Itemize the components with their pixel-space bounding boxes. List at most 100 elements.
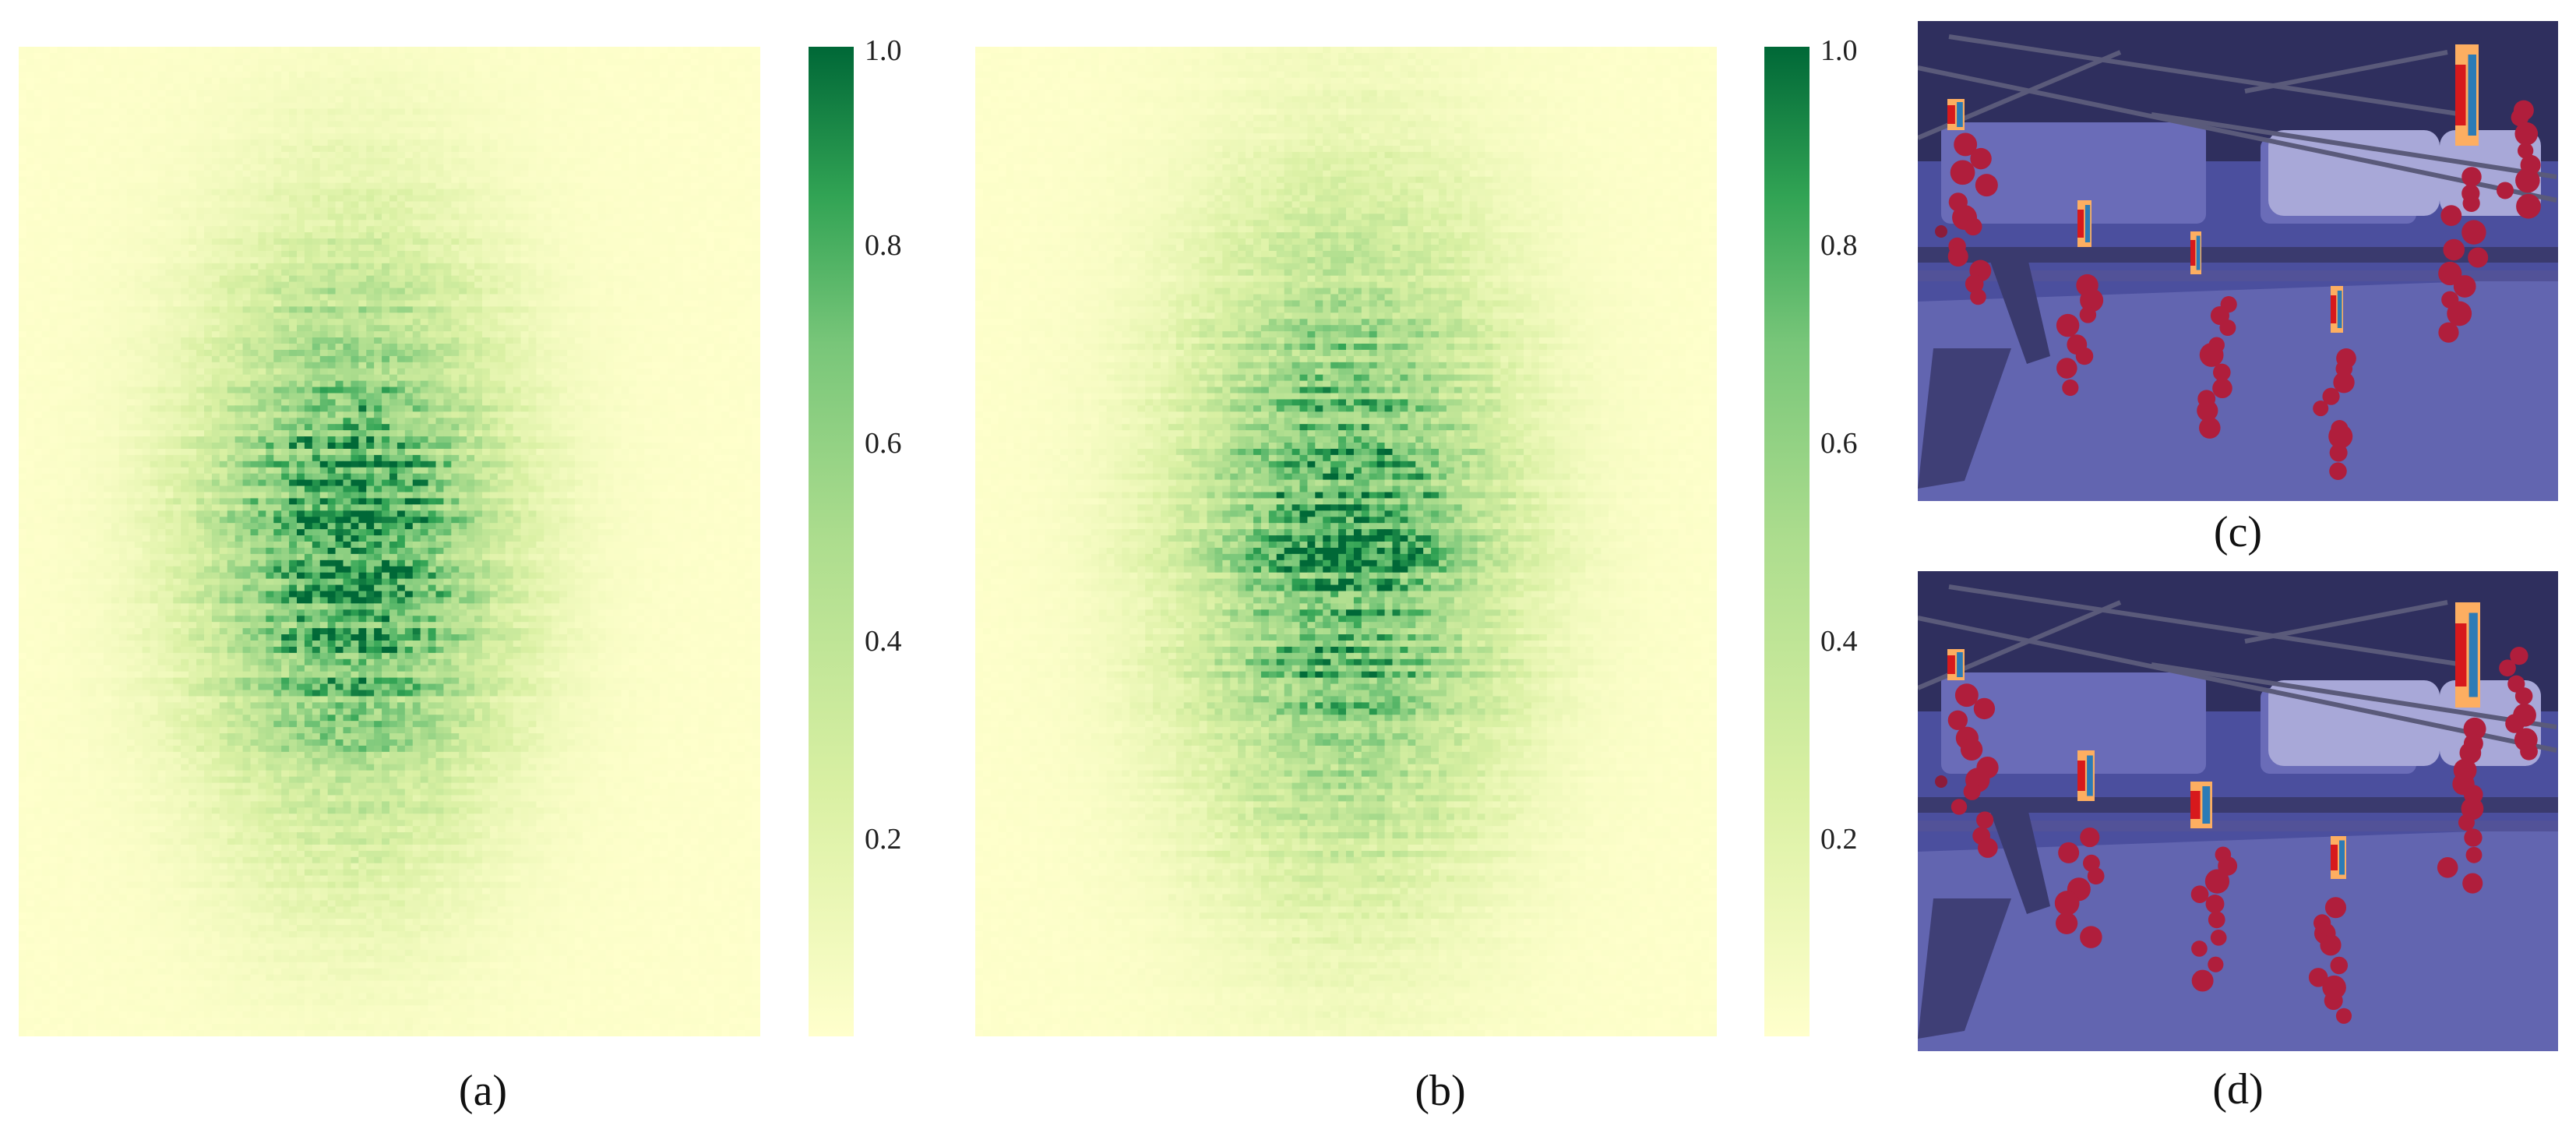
heatmap-cell [65, 151, 74, 159]
heatmap-cell [443, 232, 452, 239]
heatmap-cell [459, 164, 467, 171]
heatmap-cell [505, 189, 514, 196]
heatmap-cell [57, 349, 66, 357]
heatmap-cell [544, 288, 552, 295]
heatmap-cell [118, 189, 128, 196]
heatmap-cell [698, 355, 707, 363]
heatmap-cell [72, 281, 81, 289]
heatmap-cell [273, 256, 282, 264]
heatmap-cell [204, 325, 213, 332]
heatmap-cell [482, 288, 491, 295]
heatmap-cell [636, 195, 645, 203]
heatmap-cell [605, 139, 615, 146]
heatmap-cell [729, 121, 738, 128]
heatmap-cell [497, 294, 506, 302]
heatmap-cell [126, 71, 136, 79]
heatmap-cell [636, 139, 645, 146]
heatmap-cell [528, 207, 537, 214]
heatmap-cell [737, 281, 745, 289]
heatmap-cell [96, 115, 104, 122]
heatmap-cell [366, 294, 375, 302]
heatmap-cell [250, 300, 259, 307]
heatmap-cell [358, 220, 367, 227]
heatmap-cell [459, 275, 467, 283]
heatmap-cell [590, 201, 599, 208]
heatmap-cell [351, 349, 359, 357]
heatmap-cell [690, 355, 700, 363]
heatmap-cell [467, 300, 475, 307]
heatmap-cell [714, 344, 723, 351]
heatmap-cell [26, 344, 35, 351]
heatmap-cell [629, 121, 637, 128]
heatmap-cell [126, 226, 136, 233]
heatmap-cell [335, 96, 344, 104]
heatmap-cell [737, 151, 745, 159]
heatmap-cell [297, 102, 305, 109]
heatmap-cell [497, 300, 506, 307]
heatmap-cell [505, 133, 514, 140]
heatmap-cell [234, 83, 244, 91]
heatmap-cell [752, 269, 760, 277]
heatmap-cell [629, 146, 637, 153]
heatmap-cell [118, 238, 128, 245]
heatmap-cell [459, 214, 467, 221]
heatmap-cell [489, 226, 499, 233]
heatmap-cell [289, 256, 298, 264]
heatmap-cell [459, 331, 467, 338]
heatmap-cell [729, 83, 738, 91]
heatmap-cell [96, 77, 104, 85]
heatmap-cell [675, 90, 684, 97]
heatmap-cell [721, 115, 730, 122]
heatmap-cell [528, 201, 537, 208]
heatmap-cell [567, 250, 576, 258]
heatmap-cell [227, 157, 236, 165]
heatmap-cell [575, 52, 583, 60]
heatmap-cell [258, 201, 266, 208]
heatmap-cell [319, 52, 329, 60]
heatmap-cell [189, 58, 197, 66]
heatmap-cell [181, 115, 189, 122]
heatmap-cell [597, 331, 607, 338]
heatmap-cell [698, 312, 707, 319]
heatmap-cell [258, 58, 266, 66]
heatmap-cell [41, 319, 51, 326]
heatmap-cell [173, 319, 181, 326]
heatmap-cell [544, 331, 552, 338]
heatmap-cell [273, 306, 282, 313]
heatmap-cell [737, 269, 745, 277]
heatmap-cell [513, 170, 522, 178]
heatmap-cell [489, 83, 499, 91]
heatmap-cell [327, 83, 337, 91]
heatmap-cell [636, 102, 645, 109]
heatmap-cell [489, 58, 499, 66]
heatmap-cell [459, 263, 467, 270]
heatmap-cell [319, 256, 329, 264]
heatmap-cell [559, 256, 568, 264]
heatmap-cell [65, 275, 74, 283]
heatmap-cell [173, 207, 181, 214]
heatmap-cell [19, 288, 27, 295]
heatmap-cell [435, 300, 445, 307]
heatmap-cell [289, 220, 298, 227]
heatmap-cell [706, 127, 715, 134]
heatmap-cell [366, 164, 375, 171]
heatmap-cell [134, 269, 143, 277]
heatmap-cell [467, 349, 475, 357]
heatmap-cell [497, 58, 506, 66]
heatmap-cell [126, 250, 136, 258]
heatmap-cell [88, 65, 97, 72]
heatmap-cell [428, 77, 437, 85]
heatmap-cell [544, 96, 552, 104]
heatmap-cell [196, 232, 205, 239]
heatmap-cell [189, 300, 197, 307]
heatmap-cell [351, 102, 359, 109]
heatmap-cell [219, 281, 228, 289]
heatmap-cell [41, 96, 51, 104]
heatmap-cell [266, 238, 274, 245]
heatmap-cell [335, 71, 344, 79]
heatmap-cell [459, 349, 467, 357]
heatmap-cell [312, 250, 321, 258]
heatmap-cell [551, 263, 560, 270]
heatmap-cell [737, 201, 745, 208]
heatmap-cell [327, 294, 337, 302]
